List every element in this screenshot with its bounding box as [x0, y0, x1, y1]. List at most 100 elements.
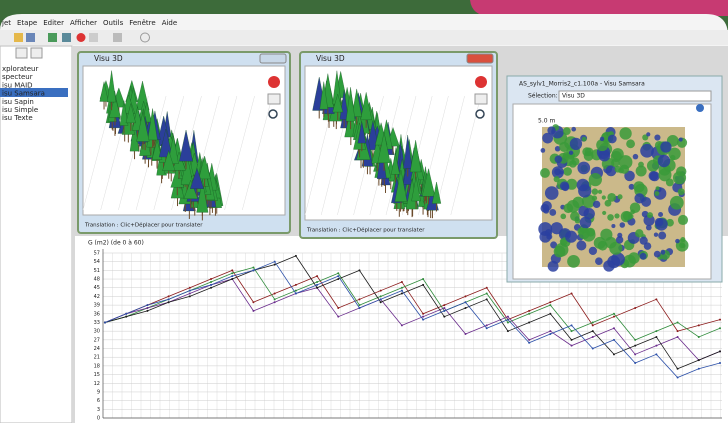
point	[188, 289, 191, 292]
point	[273, 292, 276, 295]
point	[146, 304, 149, 307]
point	[591, 347, 594, 350]
close-button[interactable]	[466, 53, 494, 64]
tool-item[interactable]: isu Simple	[2, 106, 38, 114]
icon[interactable]	[62, 33, 71, 42]
point	[570, 330, 573, 333]
menu-item[interactable]: Fenêtre	[129, 19, 155, 27]
point	[443, 315, 446, 318]
icon[interactable]	[26, 33, 35, 42]
tree-crown	[680, 236, 686, 243]
tab[interactable]	[15, 47, 28, 59]
tree-crown	[657, 154, 671, 168]
point	[379, 295, 382, 298]
icon[interactable]	[76, 33, 86, 42]
tree-crown	[571, 126, 577, 132]
tree-crown	[578, 184, 592, 198]
y-tick-label: 18	[94, 363, 100, 369]
tree-crown	[619, 127, 632, 140]
icon[interactable]	[140, 32, 150, 43]
tree	[147, 108, 158, 141]
tool-pan[interactable]	[474, 93, 488, 105]
icon[interactable]	[14, 33, 23, 42]
tool-pan[interactable]	[267, 93, 281, 105]
tree-crown	[658, 212, 664, 218]
point	[210, 278, 213, 281]
tree-crown	[610, 158, 620, 168]
menu-item[interactable]: Aide	[162, 19, 177, 27]
y-tick-label: 36	[94, 311, 100, 317]
tree-crown	[563, 167, 572, 176]
tool-rotate[interactable]	[475, 76, 487, 88]
point	[422, 283, 425, 286]
series-line	[104, 261, 721, 378]
tree-crown	[617, 194, 623, 200]
tool-item[interactable]: isu Samsara	[2, 90, 45, 98]
series-line	[104, 255, 721, 370]
point	[591, 335, 594, 338]
info-icon[interactable]	[696, 104, 704, 112]
tool-zoom[interactable]	[475, 109, 485, 119]
tree-crown	[654, 191, 660, 196]
point	[591, 324, 594, 327]
tree-crown	[551, 166, 565, 179]
icon[interactable]	[48, 33, 57, 42]
point	[210, 286, 213, 289]
point	[358, 298, 361, 301]
y-tick-label: 0	[97, 416, 100, 422]
point	[634, 338, 637, 341]
tool-item[interactable]: isu Texte	[2, 114, 33, 122]
tree-crown	[553, 245, 566, 258]
tool-item[interactable]: isu Sapin	[2, 98, 34, 106]
tree-crown	[554, 155, 563, 164]
y-tick-label: 54	[94, 259, 100, 265]
tab[interactable]	[30, 47, 43, 59]
point	[549, 312, 552, 315]
toolbar-icons	[14, 32, 150, 43]
point	[316, 286, 319, 289]
tool-item[interactable]: xplorateur	[2, 65, 38, 73]
point	[125, 312, 128, 315]
tree-crown	[677, 214, 689, 226]
menu-item[interactable]: Afficher	[70, 19, 97, 27]
tree-crown	[605, 165, 617, 177]
selection-box[interactable]	[558, 90, 712, 102]
tree-crown	[540, 148, 546, 153]
tree-crown	[577, 161, 591, 175]
point	[422, 278, 425, 281]
tree-crown	[643, 242, 652, 250]
point	[464, 295, 467, 298]
point	[400, 289, 403, 292]
tree-crown	[643, 214, 655, 226]
point	[719, 318, 721, 321]
tree-crown	[601, 195, 606, 200]
close-button[interactable]	[259, 53, 287, 64]
tree-crown	[626, 139, 635, 149]
menu-item[interactable]: Editer	[43, 19, 64, 27]
tree	[196, 179, 209, 213]
menu-item[interactable]: Etape	[17, 19, 37, 27]
toolbar	[0, 30, 728, 45]
point	[570, 324, 573, 327]
menu-item[interactable]: jet	[1, 19, 11, 27]
tree-crown	[563, 203, 574, 214]
status-text: Translation : Clic+Déplacer pour transla…	[306, 227, 425, 234]
menu-item[interactable]: Outils	[103, 19, 124, 27]
icon[interactable]	[113, 33, 122, 42]
tree-crown	[669, 154, 676, 161]
tree-crown	[592, 200, 601, 209]
point	[337, 278, 340, 281]
point	[422, 315, 425, 318]
tool-zoom[interactable]	[268, 109, 278, 119]
icon[interactable]	[89, 33, 98, 42]
tool-item[interactable]: isu MAID	[2, 81, 33, 89]
point	[634, 362, 637, 364]
point	[655, 298, 658, 301]
tool-rotate[interactable]	[268, 76, 280, 88]
tool-item[interactable]: specteur	[2, 73, 33, 81]
point	[358, 307, 361, 309]
tree	[158, 129, 173, 158]
tree-crown	[678, 137, 683, 142]
tree-crown	[653, 250, 661, 258]
point	[231, 278, 234, 281]
